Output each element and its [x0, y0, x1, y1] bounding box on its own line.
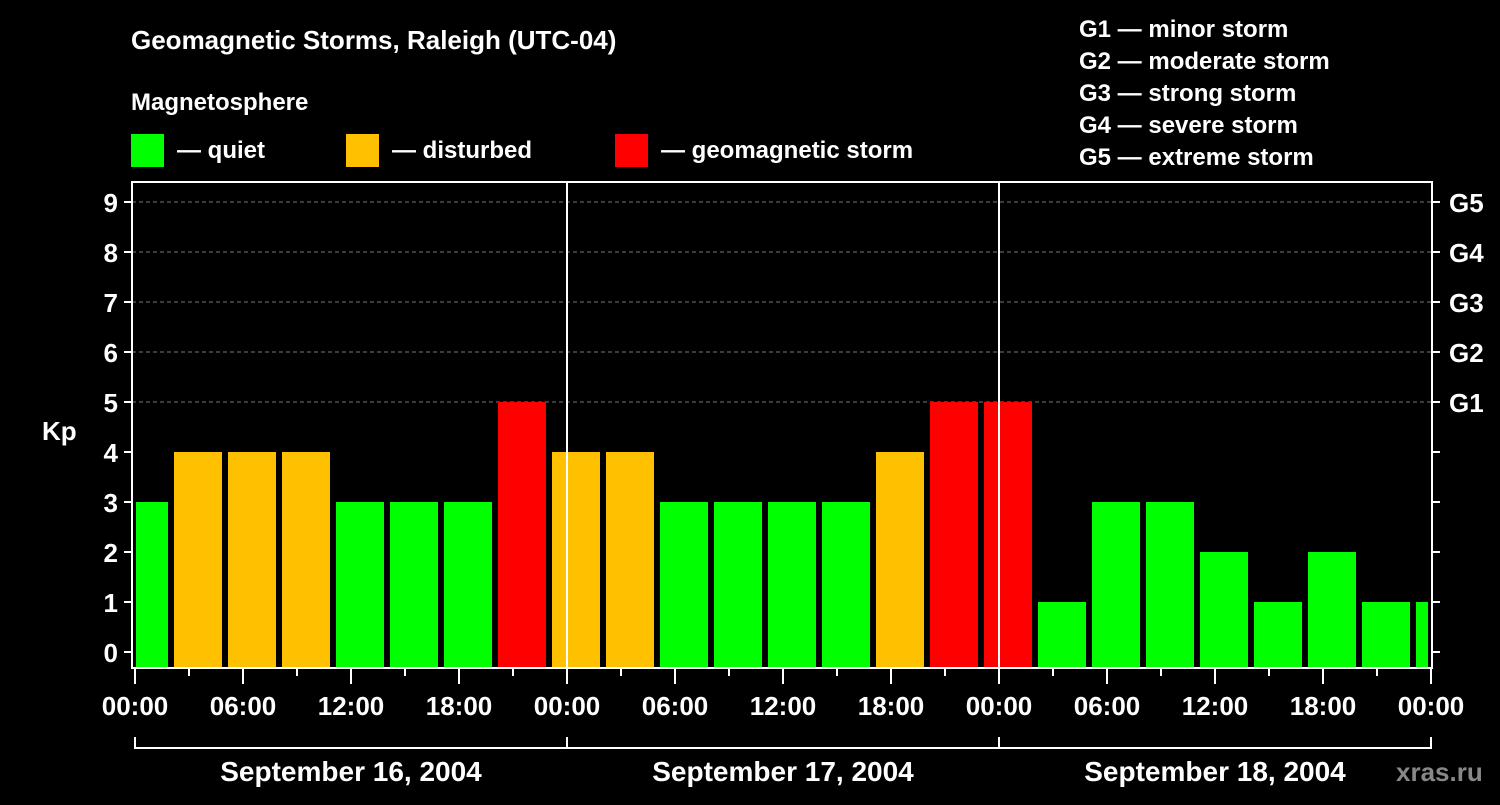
legend-swatch [615, 134, 648, 167]
date-label: September 16, 2004 [220, 756, 482, 787]
x-tick-label: 12:00 [750, 691, 817, 721]
kp-bar [1254, 602, 1302, 668]
legend-title: Magnetosphere [131, 89, 308, 116]
legend-label: — quiet [177, 137, 265, 164]
x-tick-label: 06:00 [1074, 691, 1141, 721]
x-tick-label: 00:00 [966, 691, 1033, 721]
kp-bar [768, 502, 816, 668]
y-tick-label: 2 [104, 538, 118, 568]
watermark: xras.ru [1396, 757, 1483, 787]
x-tick-label: 12:00 [1182, 691, 1249, 721]
date-label: September 18, 2004 [1084, 756, 1346, 787]
kp-bar [1038, 602, 1086, 668]
y-tick-label: 7 [104, 288, 118, 318]
g-level-label: G3 [1449, 288, 1484, 318]
x-tick-label: 18:00 [858, 691, 925, 721]
legend-swatch [131, 134, 164, 167]
g-level-label: G2 [1449, 338, 1484, 368]
plot-area: 0 1 2 3 4 5 6 7 8 9 G1 G2 G3 G4 G5 00:00 06:00 12:00 18:00… [102, 181, 1484, 787]
kp-bar [136, 502, 168, 668]
y-axis-label: Kp [42, 416, 77, 446]
legend-swatch [346, 134, 379, 167]
g-scale-legend: G1 — minor storm G2 — moderate storm G3 — … [1079, 16, 1330, 171]
kp-bar [930, 402, 978, 668]
x-tick-label: 18:00 [426, 691, 493, 721]
kp-bar [984, 402, 1032, 668]
g-level-label: G5 [1449, 188, 1484, 218]
g-level-label: G1 [1449, 388, 1484, 418]
y-tick-label: 6 [104, 338, 118, 368]
kp-bar [660, 502, 708, 668]
x-tick-label: 18:00 [1290, 691, 1357, 721]
x-tick-label: 12:00 [318, 691, 385, 721]
x-tick-label: 00:00 [1398, 691, 1465, 721]
kp-bar [1092, 502, 1140, 668]
kp-bar [228, 452, 276, 668]
legend: — quiet — disturbed — geomagnetic storm [131, 134, 913, 167]
kp-bar [390, 502, 438, 668]
y-tick-label: 5 [104, 388, 118, 418]
x-tick-label: 00:00 [534, 691, 601, 721]
legend-label: — geomagnetic storm [661, 137, 913, 164]
kp-bar [444, 502, 492, 668]
y-tick-label: 4 [104, 438, 119, 468]
kp-bar [1308, 552, 1356, 668]
kp-bar [1200, 552, 1248, 668]
date-bracket [134, 737, 1432, 749]
g-level-label: G4 [1449, 238, 1484, 268]
kp-bar [606, 452, 654, 668]
kp-bar [1362, 602, 1410, 668]
g-scale-item: G4 — severe storm [1079, 112, 1298, 139]
x-tick-label: 00:00 [102, 691, 169, 721]
y-tick-label: 1 [104, 588, 118, 618]
x-tick-label: 06:00 [642, 691, 709, 721]
y-tick-label: 3 [104, 488, 118, 518]
g-scale-item: G5 — extreme storm [1079, 144, 1314, 171]
chart-title: Geomagnetic Storms, Raleigh (UTC-04) [131, 25, 616, 55]
kp-bar [336, 502, 384, 668]
kp-bar [552, 452, 600, 668]
kp-bar [876, 452, 924, 668]
kp-bar [174, 452, 222, 668]
date-label: September 17, 2004 [652, 756, 914, 787]
kp-bar [282, 452, 330, 668]
legend-label: — disturbed [392, 137, 532, 164]
kp-bar [1416, 602, 1428, 668]
kp-bar [822, 502, 870, 668]
g-scale-item: G3 — strong storm [1079, 80, 1296, 107]
y-tick-label: 0 [104, 638, 118, 668]
x-tick-label: 06:00 [210, 691, 277, 721]
g-scale-item: G2 — moderate storm [1079, 48, 1330, 75]
g-scale-item: G1 — minor storm [1079, 16, 1288, 43]
y-tick-label: 8 [104, 238, 118, 268]
kp-bar [498, 402, 546, 668]
y-tick-label: 9 [104, 188, 118, 218]
kp-bar [1146, 502, 1194, 668]
kp-bar [714, 502, 762, 668]
